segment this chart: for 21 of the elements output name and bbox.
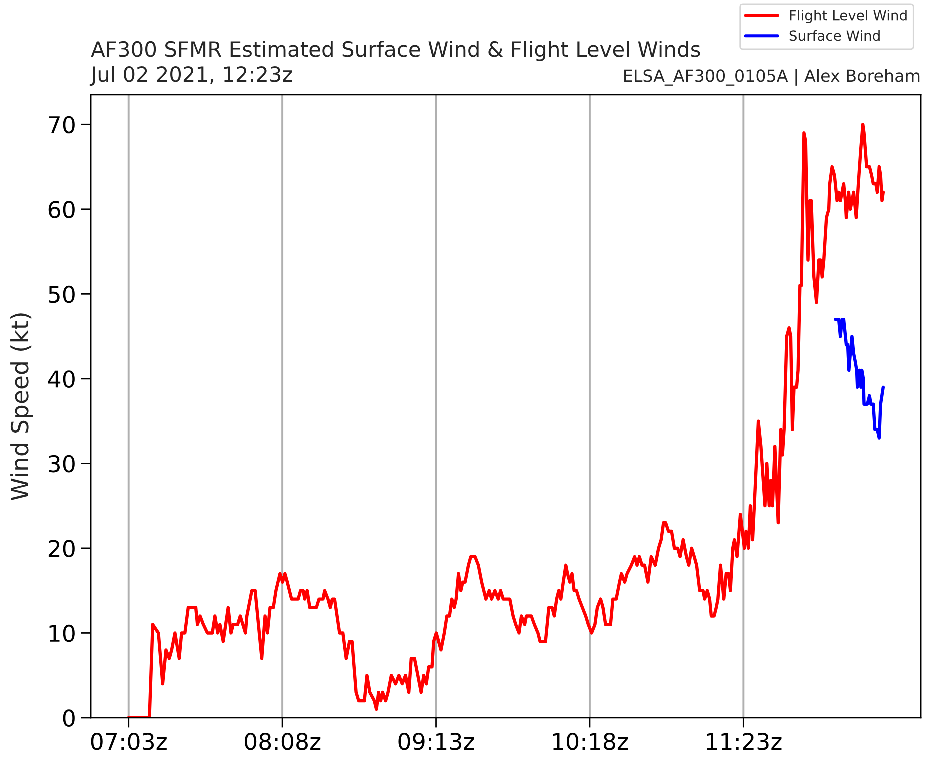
y-tick-label: 20 (48, 540, 75, 558)
y-tick-label: 50 (49, 286, 75, 304)
x-tick-label: 11:23z (707, 732, 782, 750)
x-tick-label: 10:18z (553, 732, 628, 750)
x-tick-label: 08:08z (245, 732, 321, 750)
y-tick-label: 40 (48, 370, 75, 388)
line-series (834, 318, 886, 440)
y-tick-label: 30 (49, 455, 75, 473)
y-tick-label: 0 (63, 710, 75, 728)
chart-subtitle: Jul 02 2021, 12:23z (90, 66, 292, 86)
chart-title: AF300 SFMR Estimated Surface Wind & Flight Level Winds (91, 41, 700, 62)
x-tick-label: 07:03z (91, 732, 167, 750)
text: ELSA_AF300_0105A | Alex Boreham (624, 69, 920, 86)
x-tick-label: 09:13z (398, 732, 474, 750)
y-tick-label: 60 (48, 201, 75, 218)
y-tick-label: 70 (49, 116, 75, 134)
legend-label: Flight Level Wind (790, 10, 907, 24)
y-tick-label: 10 (50, 624, 75, 642)
line-series (127, 123, 886, 718)
y-axis-title: Wind Speed (kt) (10, 314, 34, 501)
legend-label: Surface Wind (790, 30, 880, 42)
